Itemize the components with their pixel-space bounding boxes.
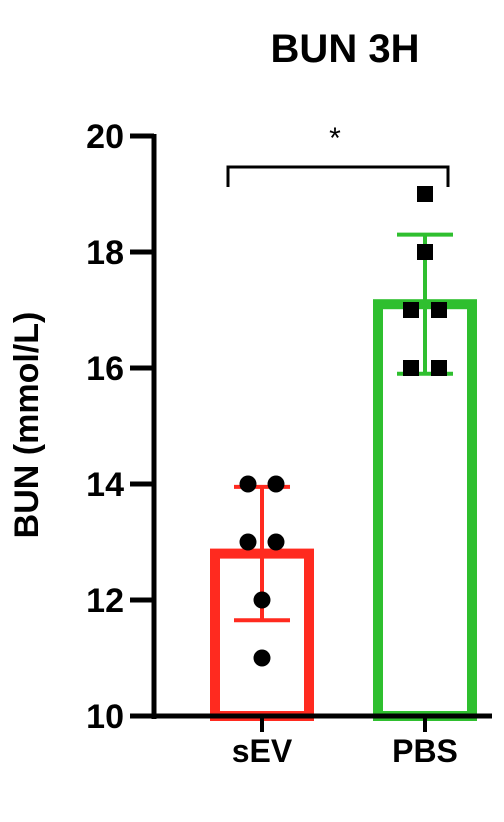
x-tick-label: sEV [232,733,293,769]
data-point [253,649,271,667]
data-point [417,186,433,202]
data-point [403,360,419,376]
y-axis: 10 12 14 16 18 20 [86,118,157,736]
y-tick-label: 16 [86,350,124,388]
error-bars [234,232,453,623]
data-points [239,186,447,667]
data-point [403,302,419,318]
y-tick-label: 10 [86,698,124,736]
x-axis: sEV PBS [152,713,492,769]
y-tick-label: 14 [86,466,124,504]
data-point [239,533,257,551]
data-point [431,360,447,376]
data-point [267,533,285,551]
significance-star: * [329,122,341,155]
y-tick-label: 20 [86,118,124,156]
significance-bracket: * [226,122,450,187]
data-point [253,591,271,609]
chart-title: BUN 3H [271,27,420,71]
y-tick-label: 18 [86,234,124,272]
bracket-line [226,165,450,187]
y-axis-label: BUN (mmol/L) [8,312,46,539]
data-point [417,244,433,260]
x-tick-label: PBS [392,733,458,769]
y-tick-label: 12 [86,582,124,620]
data-point [431,302,447,318]
data-point [267,475,285,493]
data-point [239,475,257,493]
